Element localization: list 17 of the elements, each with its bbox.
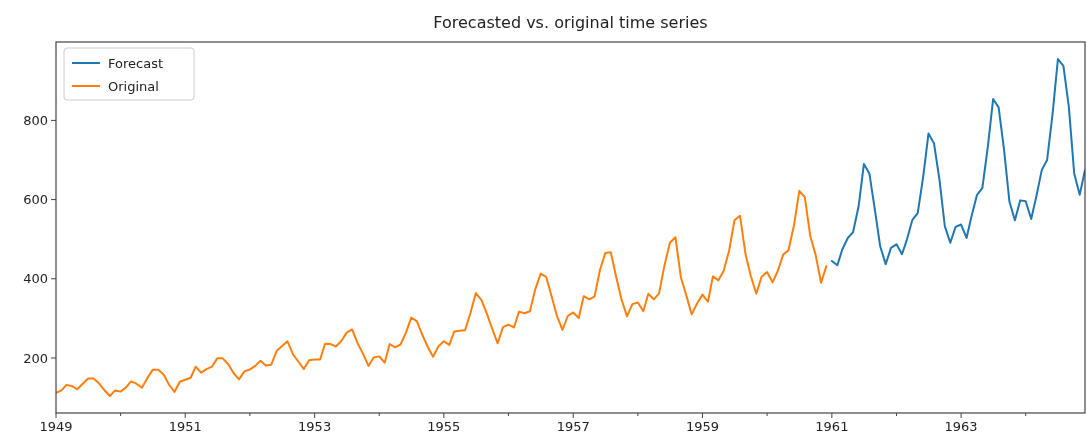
- line-series: [830, 58, 1085, 267]
- x-tick-label: 1959: [685, 419, 720, 434]
- y-tick-label: 600: [23, 192, 48, 208]
- y-tick-label: 800: [23, 112, 48, 128]
- legend-label: Original: [108, 78, 159, 94]
- x-tick-label: 1955: [427, 419, 461, 434]
- x-tick-label: 1951: [168, 419, 202, 434]
- legend-label: Forecast: [108, 55, 164, 71]
- line-series: [56, 189, 828, 397]
- x-tick-label: 1953: [298, 419, 332, 434]
- x-tick-label: 1963: [944, 419, 978, 434]
- y-tick-label: 200: [23, 350, 48, 366]
- x-tick-label: 1949: [39, 419, 73, 434]
- y-tick-label: 400: [23, 271, 48, 287]
- chart-title: Forecasted vs. original time series: [433, 13, 708, 32]
- x-tick-label: 1957: [556, 419, 590, 434]
- x-tick-label: 1961: [815, 419, 849, 434]
